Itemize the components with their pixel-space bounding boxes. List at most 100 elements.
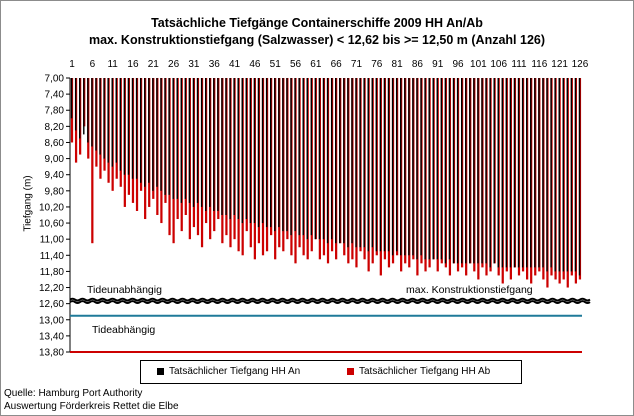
- bar-hh-an: [501, 78, 504, 268]
- bar-hh-an: [192, 78, 195, 207]
- bar-hh-an: [119, 78, 122, 171]
- bar-hh-an: [245, 78, 248, 220]
- bar-hh-an: [420, 78, 422, 256]
- bar-hh-an: [546, 78, 548, 272]
- bar-hh-an: [456, 78, 459, 264]
- x-tick-label: 111: [511, 59, 527, 70]
- bar-hh-an: [111, 78, 113, 167]
- bar-hh-an: [306, 78, 308, 240]
- bar-hh-an: [562, 78, 564, 272]
- bar-hh-an: [74, 78, 77, 131]
- bar-hh-an: [335, 78, 337, 244]
- bar-hh-an: [542, 78, 544, 268]
- x-tick-label: 31: [188, 59, 200, 70]
- bar-hh-an: [436, 78, 439, 260]
- bar-hh-an: [481, 78, 483, 264]
- bar-hh-an: [172, 78, 174, 199]
- y-tick-label: 9,00: [45, 154, 65, 165]
- bar-hh-an: [261, 78, 264, 224]
- x-tick-label: 11: [107, 59, 118, 70]
- bar-hh-an: [196, 78, 199, 203]
- bar-hh-an: [359, 78, 361, 248]
- bar-hh-an: [465, 78, 467, 264]
- source-line-2: Auswertung Förderkreis Rettet die Elbe: [4, 401, 179, 412]
- bar-hh-an: [274, 78, 276, 232]
- bar-hh-an: [229, 78, 231, 220]
- bar-hh-an: [485, 78, 487, 264]
- bar-hh-an: [209, 78, 211, 207]
- bar-hh-an: [408, 78, 410, 256]
- bar-hh-an: [115, 78, 118, 163]
- bar-hh-an: [322, 78, 325, 240]
- bar-hh-an: [135, 78, 138, 179]
- bar-hh-an: [70, 78, 73, 119]
- bar-hh-an: [412, 78, 414, 256]
- x-tick-label: 71: [351, 59, 363, 70]
- x-tick-label: 106: [490, 59, 507, 70]
- bar-hh-an: [379, 78, 382, 252]
- x-tick-label: 126: [572, 59, 589, 70]
- bar-hh-an: [139, 78, 142, 183]
- bar-hh-an: [428, 78, 430, 260]
- bar-hh-an: [217, 78, 219, 211]
- x-tick-label: 101: [470, 59, 487, 70]
- bar-hh-an: [489, 78, 491, 268]
- bar-hh-an: [294, 78, 296, 232]
- bar-hh-an: [383, 78, 386, 252]
- bar-hh-an: [91, 78, 93, 147]
- bar-hh-an: [367, 78, 369, 252]
- chart-subtitle: max. Konstruktionstiefgang (Salzwasser) …: [88, 33, 546, 47]
- bar-hh-an: [387, 78, 390, 252]
- x-tick-label: 16: [127, 59, 139, 70]
- bar-hh-an: [469, 78, 471, 264]
- x-tick-label: 81: [392, 59, 404, 70]
- bar-hh-an: [156, 78, 158, 187]
- bar-hh-an: [160, 78, 162, 191]
- y-tick-label: 8,60: [45, 138, 65, 149]
- bar-hh-an: [460, 78, 463, 264]
- bar-hh-an: [237, 78, 239, 220]
- y-tick-label: 9,80: [45, 186, 65, 197]
- bar-hh-an: [534, 78, 536, 268]
- bar-hh-an: [355, 78, 357, 248]
- bar-hh-an: [326, 78, 329, 244]
- x-tick-label: 56: [290, 59, 302, 70]
- y-tick-label: 7,00: [45, 74, 65, 85]
- x-tick-label: 61: [310, 59, 322, 70]
- bar-hh-an: [200, 78, 203, 207]
- x-tick-label: 21: [148, 59, 160, 70]
- bar-hh-an: [99, 78, 101, 155]
- bar-hh-an: [538, 78, 540, 268]
- legend-swatch-an: [157, 367, 164, 375]
- y-tick-label: 11,80: [40, 267, 65, 278]
- bar-hh-an: [314, 78, 317, 240]
- x-tick-label: 26: [168, 59, 180, 70]
- y-tick-label: 13,00: [39, 315, 64, 326]
- bar-hh-an: [416, 78, 418, 260]
- x-tick-label: 91: [432, 59, 444, 70]
- bar-hh-an: [339, 78, 341, 244]
- reference-line-wavy: [69, 297, 591, 302]
- bar-hh-an: [298, 78, 300, 236]
- x-tick-label: 116: [531, 59, 547, 70]
- x-tick-label: 41: [229, 59, 241, 70]
- bar-hh-an: [225, 78, 227, 215]
- annotation-tideabhaengig: Tideabhängig: [92, 324, 156, 336]
- y-tick-label: 13,80: [39, 348, 64, 359]
- bar-hh-an: [432, 78, 434, 260]
- legend: Tatsächlicher Tiefgang HH An Tatsächlich…: [140, 360, 522, 384]
- x-tick-label: 6: [90, 59, 96, 70]
- y-axis-label: Tiefgang (m): [22, 175, 34, 232]
- bar-hh-an: [517, 78, 520, 268]
- bar-hh-an: [152, 78, 154, 191]
- bar-hh-an: [204, 78, 207, 211]
- bar-hh-an: [233, 78, 235, 215]
- bar-hh-an: [253, 78, 256, 224]
- bar-hh-an: [87, 78, 89, 143]
- x-tick-label: 36: [209, 59, 221, 70]
- bar-hh-an: [526, 78, 528, 268]
- bar-hh-an: [103, 78, 105, 159]
- y-tick-label: 10,60: [39, 219, 64, 230]
- bar-hh-an: [351, 78, 353, 244]
